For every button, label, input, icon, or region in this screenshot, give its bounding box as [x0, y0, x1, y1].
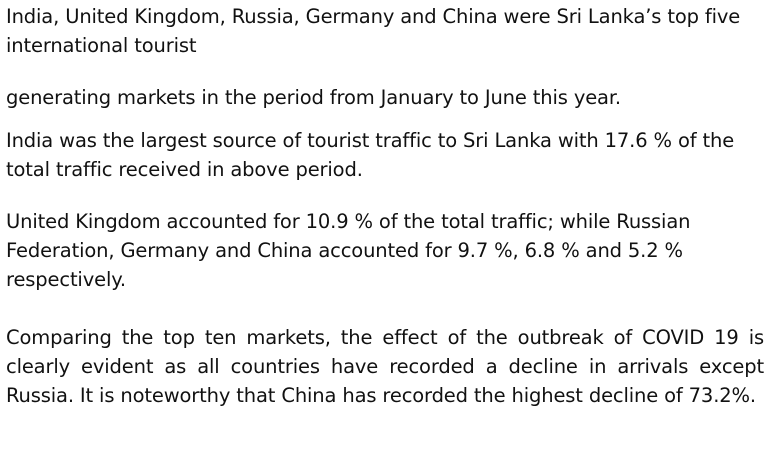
paragraph-other-shares: United Kingdom accounted for 10.9 % of t…	[6, 210, 691, 291]
paragraph-top-markets: India, United Kingdom, Russia, Germany a…	[6, 5, 741, 57]
paragraph-india-share: India was the largest source of tourist …	[6, 129, 735, 181]
paragraph-period: generating markets in the period from Ja…	[6, 86, 621, 109]
paragraph-covid-effect: Comparing the top ten markets, the effec…	[6, 326, 764, 407]
